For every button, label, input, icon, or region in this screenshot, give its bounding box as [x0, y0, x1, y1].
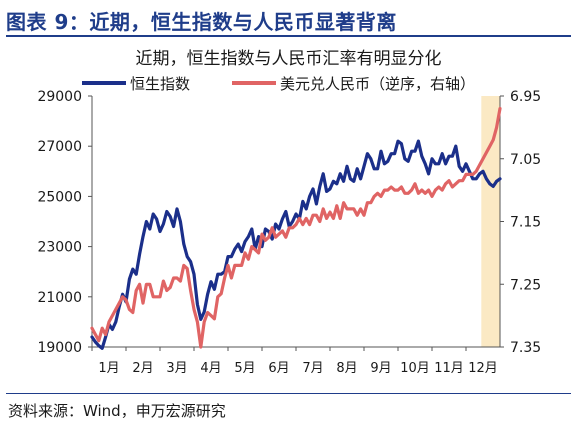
highlight-region [481, 96, 500, 347]
y-right-tick-label: 7.35 [510, 340, 541, 356]
x-tick-label: 5月 [234, 361, 255, 376]
source-note: 资料来源：Wind，申万宏源研究 [8, 402, 226, 420]
legend-label: 美元兑人民币（逆序，右轴） [280, 75, 475, 93]
series-line-usdcny [90, 106, 502, 349]
x-tick-label: 10月 [400, 361, 430, 376]
chart-title: 近期，恒生指数与人民币汇率有明显分化 [135, 49, 442, 69]
y-left-tick-label: 21000 [37, 290, 82, 306]
x-tick-label: 4月 [200, 361, 221, 376]
footer-divider [6, 393, 571, 394]
x-tick-label: 9月 [370, 361, 391, 376]
legend-label: 恒生指数 [130, 75, 190, 93]
y-left-tick-label: 27000 [37, 139, 82, 155]
x-tick-label: 6月 [268, 361, 289, 376]
x-tick-label: 11月 [434, 361, 464, 376]
x-tick-label: 2月 [132, 361, 153, 376]
x-tick-label: 8月 [336, 361, 357, 376]
x-tick-label: 3月 [166, 361, 187, 376]
figure-title: 图表 9：近期，恒生指数与人民币显著背离 [6, 10, 397, 34]
series-line-hsi [90, 139, 502, 350]
y-right-tick-label: 7.25 [510, 277, 541, 293]
y-left-tick-label: 25000 [37, 189, 82, 205]
x-tick-label: 12月 [468, 361, 498, 376]
y-right-tick-label: 7.05 [510, 152, 541, 168]
y-left-tick-label: 29000 [37, 89, 82, 105]
y-left-tick-label: 19000 [37, 340, 82, 356]
x-tick-label: 7月 [302, 361, 323, 376]
line-chart: 29000 27000 25000 23000 21000 19000 6.95 7.05 7.… [37, 75, 541, 376]
y-right-tick-label: 7.15 [510, 215, 541, 231]
figure-header: 图表 9：近期，恒生指数与人民币显著背离 [0, 0, 577, 38]
y-right-tick-label: 6.95 [510, 89, 541, 105]
y-left-tick-label: 23000 [37, 240, 82, 256]
header-divider [6, 35, 571, 37]
x-tick-label: 1月 [98, 361, 119, 376]
